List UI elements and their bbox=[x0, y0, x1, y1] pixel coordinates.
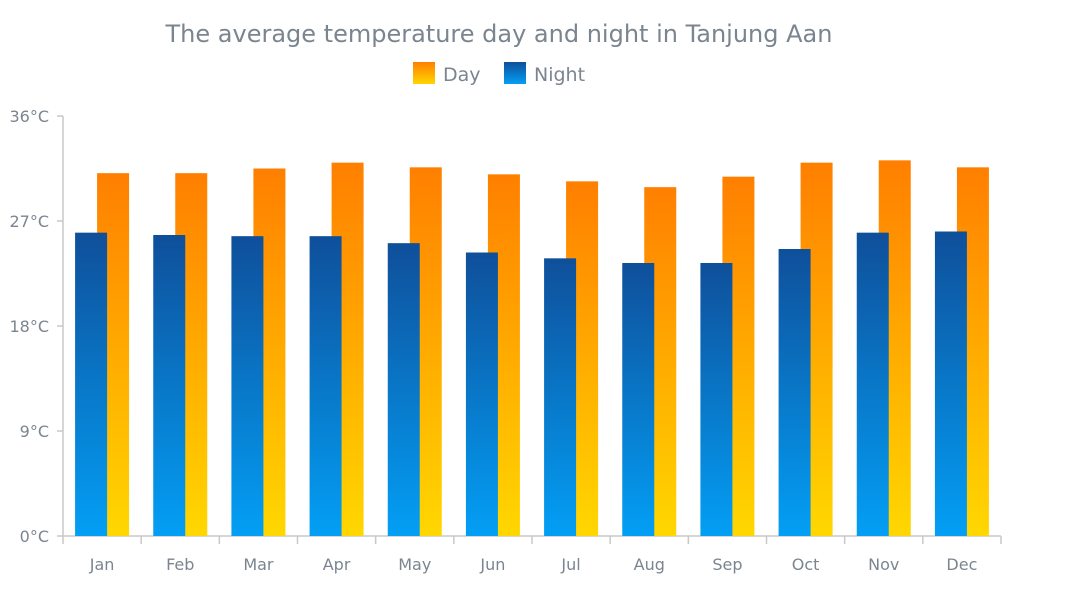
x-tick-label: Apr bbox=[323, 555, 351, 574]
x-tick-label: Aug bbox=[634, 555, 665, 574]
x-tick-label: Jun bbox=[479, 555, 505, 574]
x-axis: Jan Feb Mar Apr May Jun Jul Aug Sep Oct Nov Dec bbox=[62, 535, 1002, 574]
bar-night-jan[interactable] bbox=[75, 232, 108, 536]
y-axis: 0°C 9°C 18°C 27°C 36°C bbox=[9, 107, 64, 546]
x-tick-label: Jan bbox=[89, 555, 115, 574]
bar-night-aug[interactable] bbox=[622, 263, 655, 536]
x-tick-label: Jul bbox=[560, 555, 580, 574]
y-tick-label: 18°C bbox=[9, 317, 49, 336]
chart-title: The average temperature day and night in… bbox=[165, 20, 833, 48]
bar-night-jun[interactable] bbox=[465, 252, 498, 537]
bar-night-apr[interactable] bbox=[309, 236, 342, 536]
bar-night-nov[interactable] bbox=[856, 232, 889, 536]
y-tick-label: 9°C bbox=[20, 422, 49, 441]
x-tick-label: Mar bbox=[243, 555, 274, 574]
bar-night-oct[interactable] bbox=[778, 249, 811, 536]
legend-label-night: Night bbox=[534, 64, 585, 86]
legend-swatch-day bbox=[413, 62, 435, 84]
legend-item-day[interactable]: Day bbox=[413, 62, 481, 86]
bar-night-may[interactable] bbox=[387, 243, 420, 536]
legend: Day Night bbox=[413, 62, 585, 86]
legend-swatch-night bbox=[504, 62, 526, 84]
bar-night-dec[interactable] bbox=[934, 231, 967, 537]
bar-night-mar[interactable] bbox=[231, 236, 264, 536]
bar-night-feb[interactable] bbox=[153, 235, 186, 536]
legend-item-night[interactable]: Night bbox=[504, 62, 585, 86]
y-tick-label: 27°C bbox=[9, 212, 49, 231]
bar-night-jul[interactable] bbox=[544, 258, 577, 536]
series-night-bars bbox=[75, 231, 967, 537]
bar-night-sep[interactable] bbox=[700, 263, 733, 536]
x-tick-label: Oct bbox=[792, 555, 820, 574]
x-tick-label: Nov bbox=[868, 555, 899, 574]
x-tick-label: Feb bbox=[166, 555, 194, 574]
x-tick-label: Dec bbox=[946, 555, 977, 574]
x-tick-label: Sep bbox=[712, 555, 742, 574]
series-day-bars bbox=[97, 160, 989, 537]
x-tick-label: May bbox=[398, 555, 431, 574]
legend-label-day: Day bbox=[443, 64, 481, 86]
y-tick-label: 0°C bbox=[20, 527, 49, 546]
y-tick-label: 36°C bbox=[9, 107, 49, 126]
